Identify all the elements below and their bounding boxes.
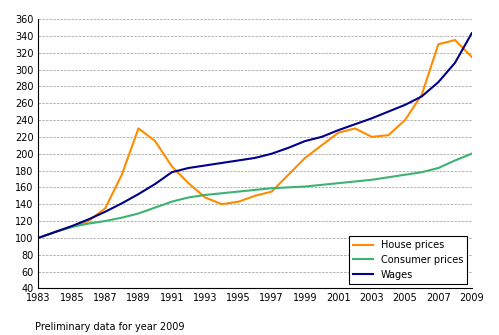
Consumer prices [302, 185, 308, 189]
Consumer prices [252, 188, 258, 192]
Wages [169, 170, 175, 174]
Consumer prices [135, 211, 141, 215]
Consumer prices [119, 216, 125, 220]
House prices [435, 42, 441, 46]
Consumer prices [69, 225, 75, 229]
House prices [252, 194, 258, 198]
House prices [452, 38, 458, 42]
House prices [186, 181, 192, 185]
Consumer prices [435, 166, 441, 170]
Consumer prices [285, 185, 291, 189]
Line: Consumer prices: Consumer prices [38, 154, 472, 238]
Consumer prices [319, 183, 325, 187]
Wages [135, 192, 141, 196]
Consumer prices [202, 193, 208, 197]
Consumer prices [152, 206, 158, 210]
Line: Wages: Wages [38, 33, 472, 238]
Wages [302, 139, 308, 143]
Wages [435, 80, 441, 84]
Consumer prices [102, 219, 108, 223]
Wages [202, 163, 208, 168]
Wages [269, 152, 275, 156]
House prices [152, 139, 158, 143]
House prices [369, 135, 375, 139]
Consumer prices [419, 170, 425, 174]
Wages [369, 116, 375, 120]
House prices [236, 200, 242, 204]
Wages [219, 161, 225, 165]
Consumer prices [402, 173, 408, 177]
House prices [202, 195, 208, 199]
Wages [319, 135, 325, 139]
Wages [186, 166, 192, 170]
Wages [252, 156, 258, 160]
Wages [102, 210, 108, 214]
House prices [85, 219, 91, 223]
Consumer prices [269, 186, 275, 190]
House prices [102, 206, 108, 210]
Wages [452, 61, 458, 65]
House prices [419, 93, 425, 97]
House prices [319, 143, 325, 147]
Wages [385, 110, 391, 114]
Consumer prices [352, 180, 358, 184]
Wages [469, 31, 475, 35]
Wages [69, 224, 75, 228]
Consumer prices [186, 195, 192, 199]
Wages [419, 94, 425, 98]
House prices [35, 236, 41, 240]
Wages [152, 182, 158, 186]
Consumer prices [35, 236, 41, 240]
House prices [219, 202, 225, 206]
House prices [402, 118, 408, 122]
House prices [269, 190, 275, 194]
House prices [469, 55, 475, 59]
Consumer prices [219, 191, 225, 195]
Consumer prices [335, 181, 341, 185]
Consumer prices [369, 178, 375, 182]
Wages [52, 230, 58, 234]
Wages [119, 201, 125, 205]
Wages [352, 122, 358, 126]
Text: Preliminary data for year 2009: Preliminary data for year 2009 [35, 322, 185, 332]
House prices [69, 225, 75, 229]
Line: House prices: House prices [38, 40, 472, 238]
Legend: House prices, Consumer prices, Wages: House prices, Consumer prices, Wages [349, 236, 467, 283]
Wages [85, 217, 91, 221]
House prices [285, 173, 291, 177]
Consumer prices [85, 221, 91, 225]
House prices [352, 126, 358, 130]
House prices [335, 131, 341, 135]
Consumer prices [52, 230, 58, 234]
Consumer prices [236, 190, 242, 194]
Wages [335, 128, 341, 132]
Wages [236, 158, 242, 162]
House prices [385, 133, 391, 137]
House prices [135, 126, 141, 130]
House prices [169, 164, 175, 168]
Wages [402, 103, 408, 107]
Consumer prices [452, 158, 458, 162]
Wages [35, 236, 41, 240]
House prices [302, 156, 308, 160]
Wages [285, 146, 291, 150]
Consumer prices [169, 200, 175, 204]
House prices [52, 230, 58, 234]
Consumer prices [385, 175, 391, 179]
House prices [119, 173, 125, 177]
Consumer prices [469, 152, 475, 156]
